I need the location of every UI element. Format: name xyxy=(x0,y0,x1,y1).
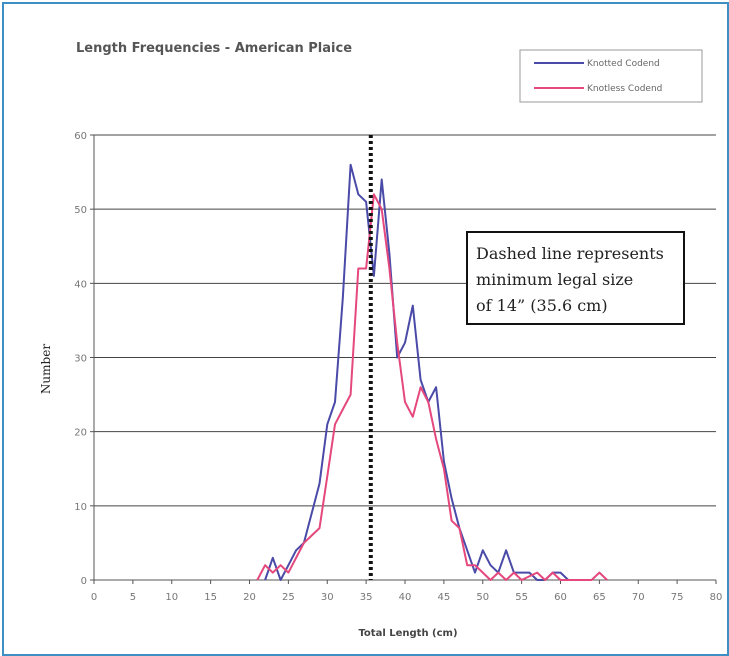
x-tick-label-40: 40 xyxy=(399,592,412,603)
x-tick-label-10: 10 xyxy=(165,592,178,603)
series-line-knotless-codend xyxy=(256,193,608,581)
x-tick-label-65: 65 xyxy=(593,592,606,603)
length-frequency-chart: Length Frequencies - American Plaice Kno… xyxy=(39,41,723,639)
x-tick-label-80: 80 xyxy=(710,592,723,603)
annotation-line-2: minimum legal size xyxy=(476,270,633,289)
x-tick-label-75: 75 xyxy=(671,592,684,603)
x-tick-label-70: 70 xyxy=(632,592,645,603)
x-tick-label-30: 30 xyxy=(321,592,334,603)
x-tick-labels: 0 5 10 15 20 25 30 35 40 45 50 55 60 65 70 75 80 xyxy=(91,592,723,603)
x-tick-label-20: 20 xyxy=(243,592,256,603)
series-line-knotted-codend xyxy=(264,163,569,581)
x-axis-label: Total Length (cm) xyxy=(358,628,457,639)
legend-box xyxy=(519,49,703,103)
x-tick-label-25: 25 xyxy=(282,592,295,603)
annotation-line-3: of 14” (35.6 cm) xyxy=(476,296,608,315)
y-tick-label-30: 30 xyxy=(74,354,87,365)
grid xyxy=(94,134,716,507)
x-tick-label-55: 55 xyxy=(515,592,528,603)
legend-label-knotless: Knotless Codend xyxy=(587,84,662,94)
x-tick-label-15: 15 xyxy=(204,592,217,603)
y-tick-labels: 0 10 20 30 40 50 60 xyxy=(74,131,87,587)
x-tick-label-50: 50 xyxy=(476,592,489,603)
chart-title: Length Frequencies - American Plaice xyxy=(76,41,352,56)
y-tick-label-50: 50 xyxy=(74,205,87,216)
legend-label-knotted: Knotted Codend xyxy=(587,59,660,69)
y-tick-label-0: 0 xyxy=(81,576,87,587)
y-tick-label-40: 40 xyxy=(74,279,87,290)
annotation-line-1: Dashed line represents xyxy=(476,244,664,263)
y-axis-label: Number xyxy=(39,344,53,394)
x-tick-label-60: 60 xyxy=(554,592,567,603)
series-lines xyxy=(256,163,608,581)
annotation-box: Dashed line represents minimum legal siz… xyxy=(466,231,685,325)
y-tick-label-10: 10 xyxy=(74,502,87,513)
y-tick-label-60: 60 xyxy=(74,131,87,142)
x-tick-label-45: 45 xyxy=(438,592,451,603)
x-tick-label-5: 5 xyxy=(130,592,136,603)
x-tick-label-35: 35 xyxy=(360,592,373,603)
annotation-border xyxy=(466,231,685,325)
axes xyxy=(90,134,717,584)
x-tick-label-0: 0 xyxy=(91,592,97,603)
y-tick-label-20: 20 xyxy=(74,428,87,439)
legend: Knotted Codend Knotless Codend xyxy=(519,49,703,103)
